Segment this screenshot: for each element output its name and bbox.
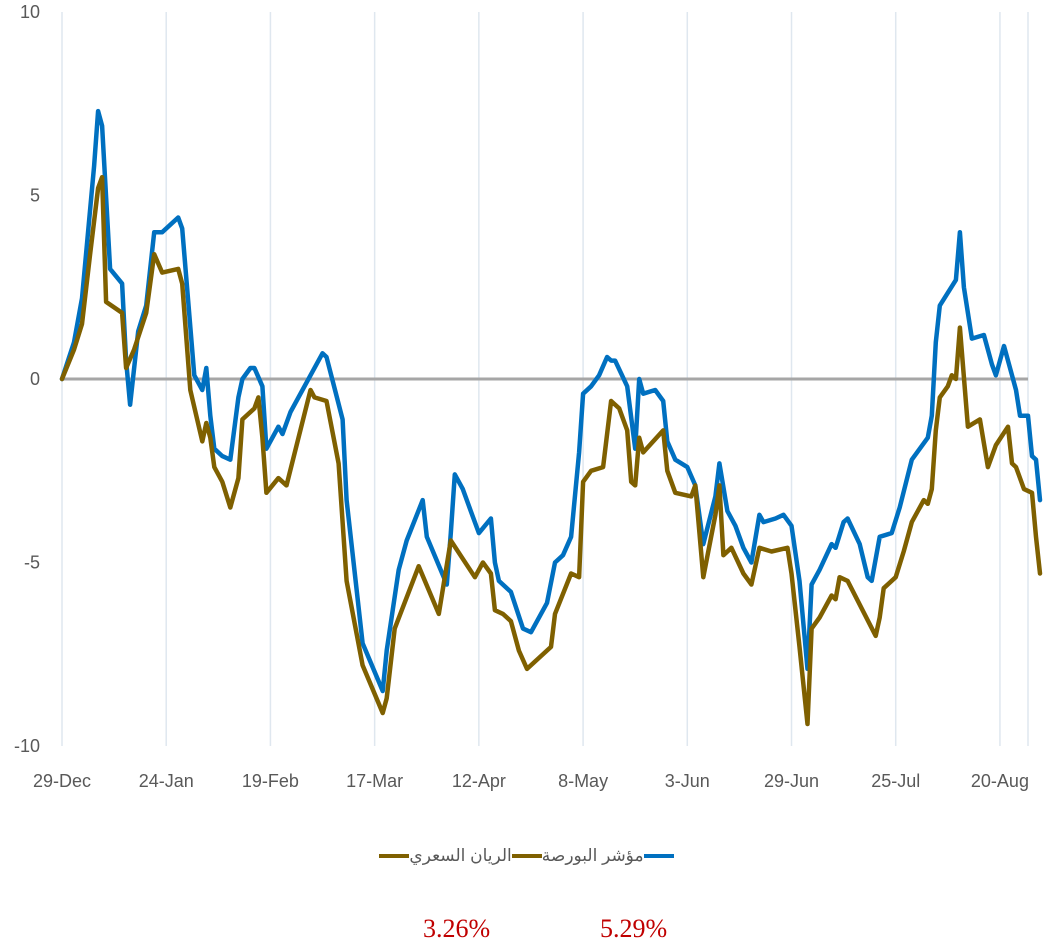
legend-swatch-series-1-tail	[643, 854, 674, 858]
y-tick-label-10: 10	[20, 2, 40, 22]
x-tick-label-1: 24-Jan	[139, 771, 194, 791]
y-tick-label-5: 5	[30, 186, 40, 206]
x-axis-tick-labels: 29-Dec 24-Jan 19-Feb 17-Mar 12-Apr 8-May 3-Jun…	[33, 771, 1029, 791]
legend-item-series-2: الريان السعري	[379, 846, 512, 866]
x-tick-label-8: 25-Jul	[871, 771, 920, 791]
x-tick-label-2: 19-Feb	[242, 771, 299, 791]
legend-item-series-1: مؤشر البورصة	[511, 846, 674, 866]
y-tick-label--5: -5	[24, 553, 40, 573]
y-tick-label--10: -10	[14, 736, 40, 756]
x-tick-label-9: 20-Aug	[971, 771, 1029, 791]
line-chart: 10 5 0 -5 -10 29-Dec 24-Jan 19-Feb 17-Mar 12-Apr…	[14, 2, 1043, 791]
x-tick-label-6: 3-Jun	[665, 771, 710, 791]
x-tick-label-4: 12-Apr	[452, 771, 506, 791]
legend-swatch-series-1	[511, 854, 542, 858]
y-tick-label-0: 0	[30, 369, 40, 389]
series-line-2	[59, 174, 1043, 727]
series-line-1	[59, 108, 1043, 694]
x-tick-label-3: 17-Mar	[346, 771, 403, 791]
stat-right-value: 5.29%	[600, 914, 668, 943]
x-tick-label-5: 8-May	[558, 771, 608, 791]
stat-left-value: 3.26%	[423, 914, 491, 943]
legend-swatch-series-2	[379, 854, 410, 858]
legend: الريان السعري مؤشر البورصة	[0, 846, 1053, 866]
legend-label-series-1: مؤشر البورصة	[541, 846, 644, 865]
legend-label-series-2: الريان السعري	[409, 846, 512, 865]
x-tick-label-0: 29-Dec	[33, 771, 91, 791]
series-lines	[59, 108, 1043, 727]
x-tick-label-7: 29-Jun	[764, 771, 819, 791]
y-axis-tick-labels: 10 5 0 -5 -10	[14, 2, 40, 756]
